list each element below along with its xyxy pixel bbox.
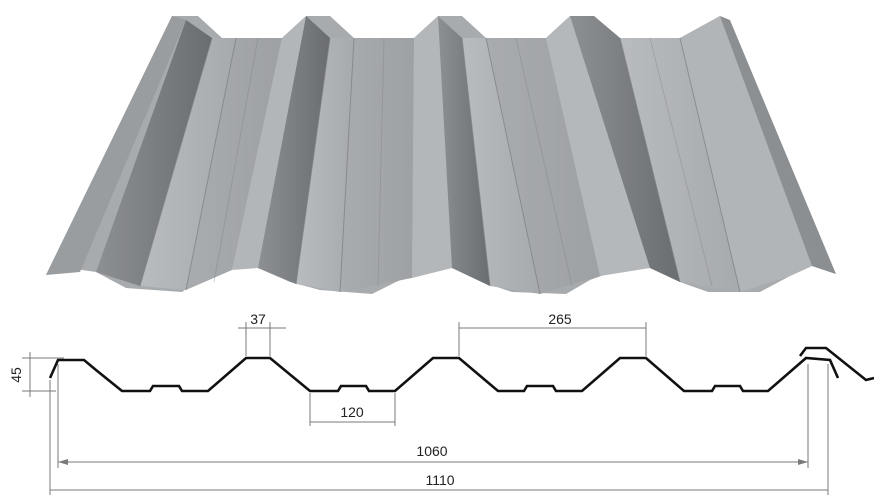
rib-2-crest bbox=[232, 16, 306, 270]
pitch-label: 265 bbox=[548, 311, 572, 327]
sheet-right-edge bbox=[720, 16, 836, 274]
dimension-lines bbox=[22, 322, 829, 495]
rib-2-light-side bbox=[296, 38, 354, 292]
rib-4-crest bbox=[546, 16, 650, 276]
valley-3 bbox=[486, 38, 600, 294]
overlap-flange bbox=[798, 346, 874, 382]
rib-1-light-side bbox=[140, 38, 236, 290]
rib-2-dark-side bbox=[258, 16, 330, 284]
height-label: 45 bbox=[8, 367, 24, 383]
total-width-label: 1110 bbox=[425, 472, 454, 488]
cover-width-label: 1060 bbox=[416, 443, 447, 459]
rib-1-dark-side bbox=[96, 20, 212, 286]
rib-3-dark-side bbox=[438, 16, 490, 286]
rib-3-light-side bbox=[462, 38, 540, 294]
profile-line bbox=[48, 356, 840, 393]
profile-cross-section bbox=[48, 346, 874, 393]
rib-4-dark-side bbox=[570, 16, 680, 282]
valley-4 bbox=[680, 16, 812, 292]
sheet-end-face bbox=[46, 16, 186, 275]
crest-width-label: 37 bbox=[250, 311, 266, 327]
rib-3-crest bbox=[412, 16, 452, 278]
valley-width-label: 120 bbox=[340, 404, 364, 420]
valley-2 bbox=[340, 38, 414, 292]
rib-4-light-side bbox=[620, 38, 740, 292]
sheet-rendering bbox=[46, 16, 836, 295]
valley-1 bbox=[186, 38, 282, 290]
